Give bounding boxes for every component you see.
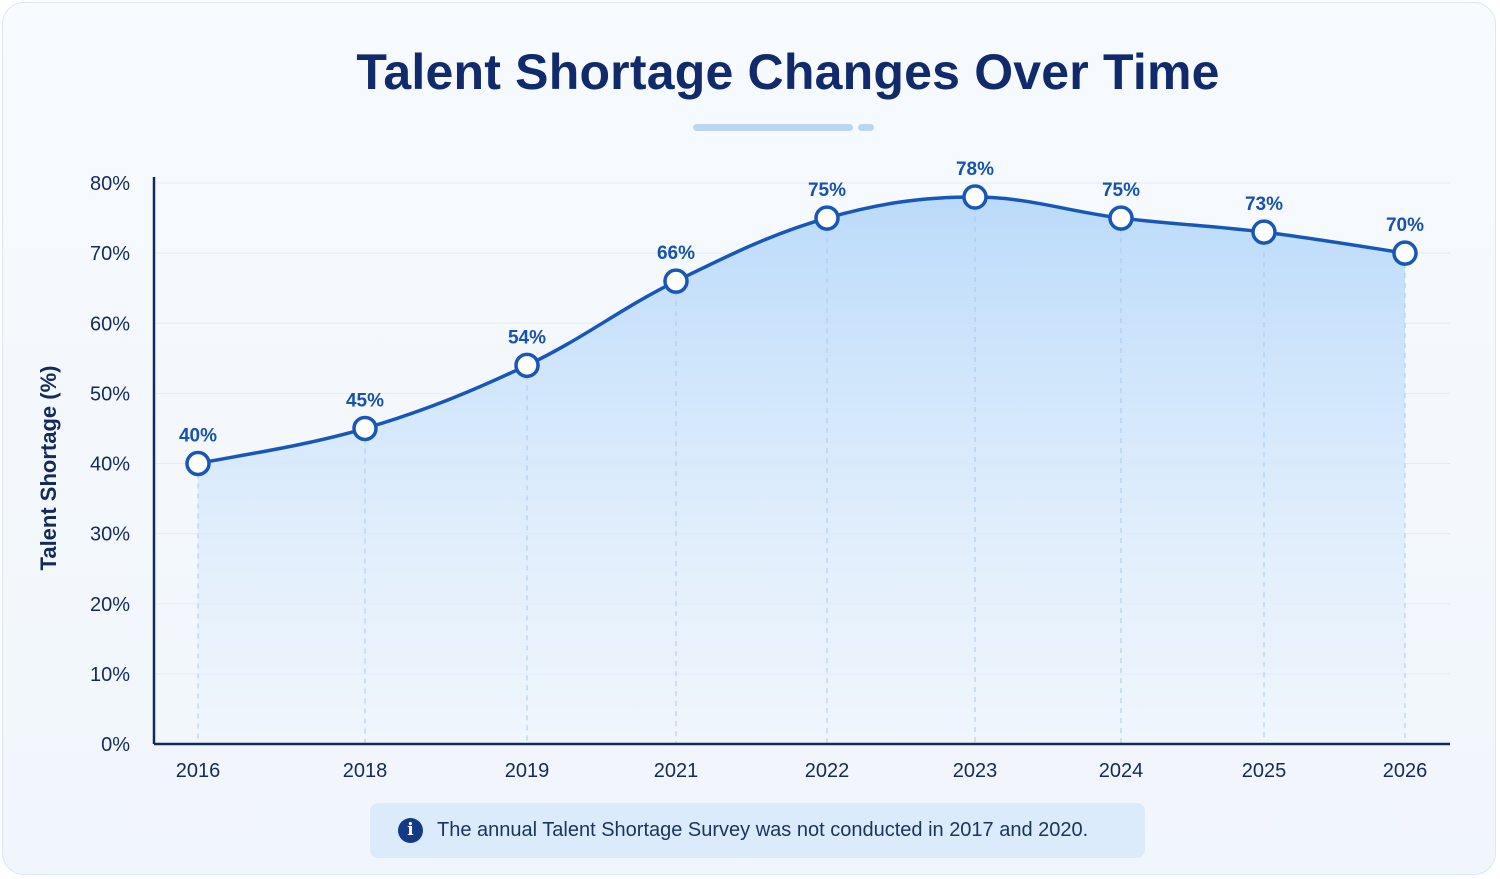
data-label: 73% <box>1245 194 1283 215</box>
data-label: 54% <box>508 327 546 348</box>
data-point <box>352 415 378 442</box>
x-tick-label: 2025 <box>1242 760 1287 782</box>
data-label: 40% <box>179 426 217 447</box>
x-tick-label: 2024 <box>1099 760 1144 782</box>
y-tick-label: 10% <box>90 664 130 686</box>
y-tick-label: 40% <box>90 454 130 476</box>
survey-note-text: The annual Talent Shortage Survey was no… <box>437 819 1089 841</box>
data-label: 78% <box>956 159 994 180</box>
data-label: 75% <box>1102 180 1140 201</box>
data-point <box>663 268 689 294</box>
data-point <box>814 205 840 231</box>
x-tick-label: 2016 <box>176 760 221 782</box>
y-tick-label: 50% <box>90 383 130 405</box>
series-line <box>197 195 1406 466</box>
x-tick-label: 2019 <box>505 760 550 782</box>
data-point <box>1108 205 1134 231</box>
info-icon: i <box>398 818 423 843</box>
y-tick-label: 80% <box>90 173 130 195</box>
data-label: 75% <box>808 180 846 201</box>
chart-title: Talent Shortage Changes Over Time <box>356 44 1220 100</box>
y-tick-label: 60% <box>90 313 130 335</box>
data-point <box>185 450 211 477</box>
x-tick-label: 2026 <box>1383 760 1428 782</box>
x-tick-label: 2022 <box>805 760 850 782</box>
y-tick-label: 20% <box>90 594 130 616</box>
y-tick-label: 30% <box>90 524 130 546</box>
data-point <box>962 184 988 210</box>
title-accent-dot <box>858 124 874 131</box>
title-accent-bar <box>693 124 853 131</box>
area-fill <box>198 197 1405 744</box>
survey-note: i The annual Talent Shortage Survey was … <box>370 803 1145 858</box>
y-tick-label: 70% <box>90 243 130 265</box>
x-tick-label: 2023 <box>953 760 998 782</box>
data-label: 45% <box>346 390 384 411</box>
data-point <box>514 352 540 379</box>
x-tick-label: 2021 <box>654 760 699 782</box>
data-label: 70% <box>1386 215 1424 236</box>
data-label: 66% <box>657 243 695 264</box>
y-tick-label: 0% <box>101 734 130 756</box>
y-axis-title: Talent Shortage (%) <box>36 366 61 571</box>
data-point <box>1392 240 1418 266</box>
x-tick-label: 2018 <box>343 760 388 782</box>
data-point <box>1251 219 1277 245</box>
